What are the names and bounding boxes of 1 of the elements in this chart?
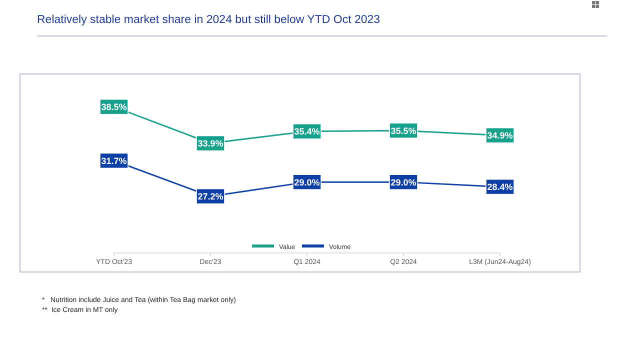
chart-title: Relatively stable market share in 2024 but still below YTD Oct 2023 xyxy=(37,14,380,26)
